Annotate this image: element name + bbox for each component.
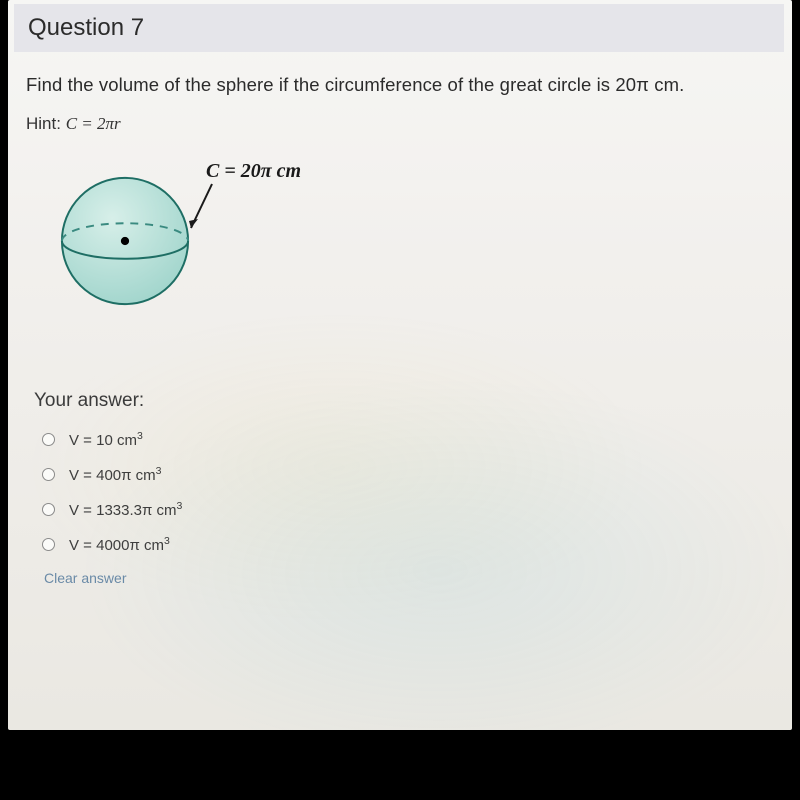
- hint-label: Hint:: [26, 114, 61, 133]
- question-prompt: Find the volume of the sphere if the cir…: [26, 74, 772, 96]
- option-text: V = 10 cm3: [69, 430, 143, 449]
- option-text: V = 400π cm3: [69, 465, 161, 484]
- screen: Question 7 Find the volume of the sphere…: [8, 0, 792, 730]
- question-content: Find the volume of the sphere if the cir…: [8, 52, 792, 586]
- clear-answer-link[interactable]: Clear answer: [44, 570, 772, 586]
- hint-formula: C = 2πr: [66, 114, 121, 133]
- option-1[interactable]: V = 400π cm3: [42, 465, 772, 484]
- your-answer-label: Your answer:: [34, 390, 772, 412]
- radio-icon[interactable]: [42, 433, 55, 446]
- option-2[interactable]: V = 1333.3π cm3: [42, 500, 772, 519]
- question-number: Question 7: [28, 14, 144, 41]
- option-0[interactable]: V = 10 cm3: [42, 430, 772, 449]
- question-header: Question 7: [14, 4, 784, 52]
- figure: C = 20π cm: [56, 158, 376, 338]
- hint: Hint: C = 2πr: [26, 114, 772, 134]
- radio-icon[interactable]: [42, 503, 55, 516]
- radio-icon[interactable]: [42, 538, 55, 551]
- option-3[interactable]: V = 4000π cm3: [42, 535, 772, 554]
- radio-icon[interactable]: [42, 468, 55, 481]
- option-text: V = 1333.3π cm3: [69, 500, 182, 519]
- option-text: V = 4000π cm3: [69, 535, 170, 554]
- sphere-diagram: [56, 172, 194, 310]
- answer-area: Your answer: V = 10 cm3 V = 400π cm3 V =…: [34, 390, 772, 586]
- circumference-label: C = 20π cm: [206, 160, 301, 183]
